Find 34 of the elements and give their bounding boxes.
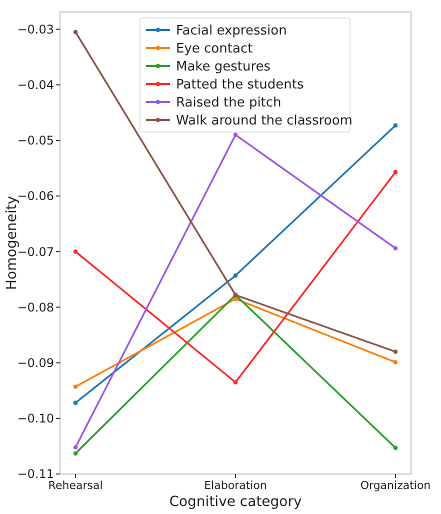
point	[73, 400, 78, 406]
x-tick-label: Rehearsal	[48, 479, 103, 492]
legend-label: Eye contact	[176, 42, 253, 57]
y-axis-title: Homogeneity	[4, 196, 20, 290]
x-axis-title: Cognitive category	[169, 494, 302, 510]
point	[73, 249, 78, 254]
point	[233, 132, 238, 138]
legend-label: Facial expression	[176, 24, 287, 39]
legend-label: Raised the pitch	[176, 96, 282, 111]
y-tick-label: −0.08	[17, 300, 54, 314]
point	[73, 30, 78, 34]
point	[393, 246, 398, 250]
point	[233, 273, 238, 278]
legend-label: Walk around the classroom	[176, 114, 352, 129]
point	[393, 360, 398, 364]
y-tick-label: −0.11	[17, 467, 54, 482]
point	[393, 170, 398, 174]
point	[393, 446, 398, 450]
y-tick-label: −0.04	[17, 78, 54, 92]
legend-label: Make gestures	[176, 60, 271, 75]
y-tick-label: −0.09	[17, 356, 54, 370]
y-tick-label: −0.03	[17, 22, 54, 36]
point	[393, 123, 398, 128]
y-tick-label: −0.07	[17, 244, 54, 259]
point	[73, 451, 78, 456]
legend-label: Patted the students	[176, 78, 304, 93]
y-tick-label: −0.05	[17, 134, 54, 148]
y-tick-label: −0.10	[17, 412, 54, 426]
x-tick-label: Organization	[360, 479, 431, 492]
point	[393, 349, 398, 354]
point	[73, 384, 78, 389]
x-tick-label: Elaboration	[204, 479, 267, 492]
point	[73, 445, 78, 450]
point	[233, 380, 238, 384]
